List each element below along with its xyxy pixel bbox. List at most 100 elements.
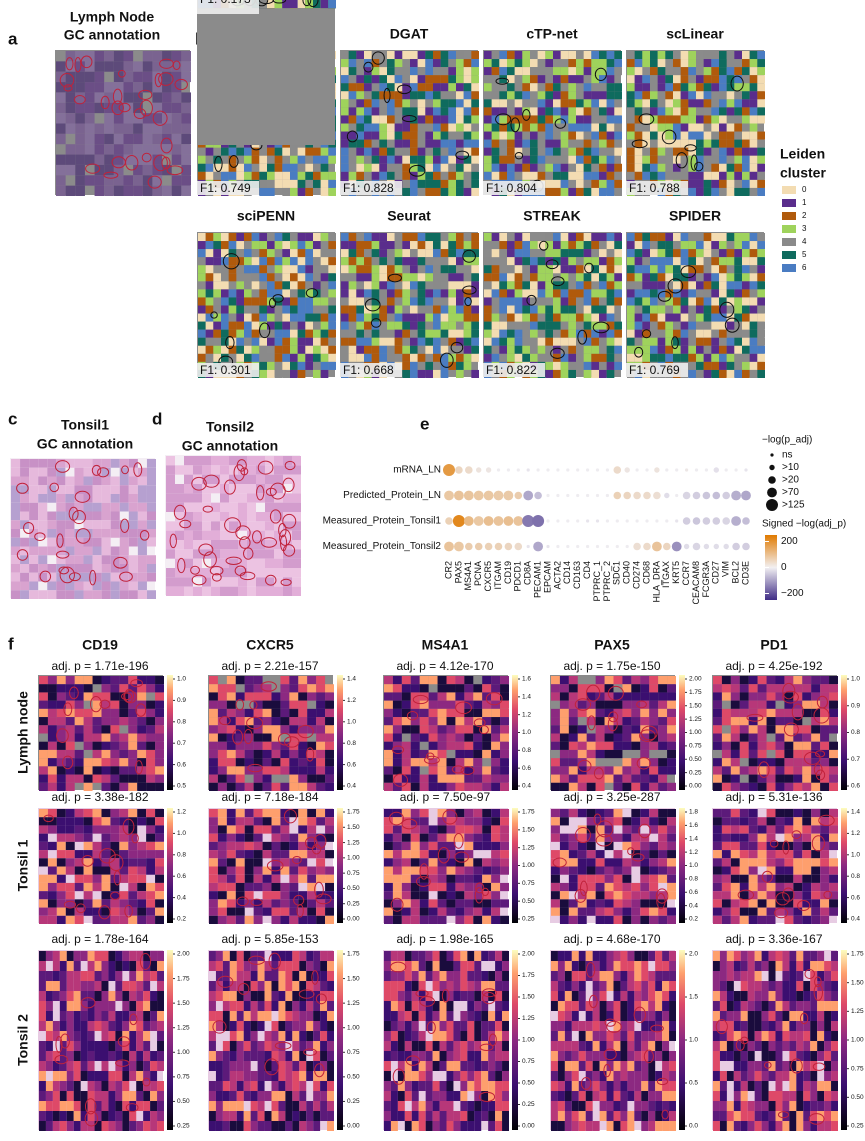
- tissue-spot: [711, 329, 719, 338]
- tissue-spot: [757, 115, 765, 124]
- tissue-spot: [742, 361, 750, 370]
- tissue-spot: [484, 83, 492, 92]
- tissue-spot: [425, 361, 433, 370]
- tissue-spot: [356, 257, 364, 266]
- tissue-spot: [576, 249, 584, 258]
- tissue-spot: [305, 281, 313, 290]
- tissue-spot: [811, 676, 821, 685]
- dot: [463, 516, 474, 526]
- gc-outline: [684, 144, 697, 152]
- tissue-spot: [560, 171, 569, 180]
- tissue-spot: [274, 163, 283, 172]
- tissue-spot: [202, 530, 211, 540]
- tissue-spot: [313, 257, 321, 266]
- tissue-spot: [198, 289, 206, 298]
- tissue-spot: [560, 115, 569, 124]
- tissue-spot: [394, 257, 403, 266]
- tissue-spot: [401, 684, 411, 693]
- tissue-spot: [604, 774, 614, 783]
- tissue-spot: [553, 171, 561, 180]
- tissue-spot: [471, 273, 479, 282]
- tissue-spot: [410, 233, 418, 242]
- tissue-spot: [696, 99, 704, 108]
- tissue-spot: [599, 107, 607, 116]
- tissue-spot: [703, 321, 712, 330]
- tissue-spot: [247, 456, 256, 466]
- tissue-spot: [614, 337, 622, 346]
- tissue-spot: [650, 171, 658, 180]
- dot: [532, 515, 545, 527]
- dot: [731, 516, 741, 526]
- dot: [742, 517, 750, 525]
- f1-label: F1: 0.822: [486, 363, 537, 377]
- tissue-spot: [236, 241, 244, 250]
- dot: [682, 491, 691, 500]
- tissue-spot: [417, 83, 426, 92]
- tissue-spot: [113, 51, 124, 62]
- tissue-spot: [175, 577, 184, 587]
- tissue-spot: [484, 313, 492, 322]
- tissue-spot: [576, 265, 584, 274]
- tissue-spot: [576, 289, 584, 298]
- tissue-spot: [599, 369, 607, 378]
- tissue-spot: [627, 345, 635, 354]
- tissue-spot: [591, 369, 599, 378]
- tissue-spot: [142, 82, 153, 93]
- tissue-spot: [341, 91, 349, 100]
- tissue-spot: [499, 281, 507, 290]
- dot: [536, 468, 540, 472]
- tissue-spot: [757, 353, 765, 362]
- tissue-spot: [38, 511, 48, 521]
- tissue-spot: [499, 51, 507, 60]
- tissue-spot: [402, 107, 410, 116]
- tissue-spot: [545, 353, 553, 362]
- dot: [483, 490, 494, 501]
- tissue-spot: [537, 131, 546, 140]
- tissue-spot: [658, 758, 668, 767]
- tissue-spot: [757, 249, 765, 258]
- tissue-spot: [463, 273, 472, 282]
- tissue-spot: [665, 83, 673, 92]
- dot: [613, 491, 622, 500]
- tissue-spot: [101, 520, 111, 529]
- tissue-spot: [262, 733, 272, 742]
- tissue-spot: [650, 345, 658, 354]
- tissue-spot: [688, 297, 696, 306]
- tissue-spot: [341, 337, 349, 346]
- tissue-spot: [711, 123, 719, 132]
- tissue-spot: [583, 75, 592, 84]
- dot: [685, 468, 689, 472]
- tissue-spot: [634, 313, 643, 322]
- tissue-spot: [622, 708, 632, 718]
- tissue-spot: [614, 139, 622, 148]
- tissue-spot: [364, 313, 372, 322]
- tissue-spot: [742, 265, 750, 274]
- tissue-spot: [551, 725, 560, 734]
- tissue-spot: [128, 564, 138, 573]
- tissue-spot: [463, 107, 472, 116]
- tissue-spot: [92, 717, 102, 726]
- tissue-image: [626, 232, 765, 378]
- tissue-spot: [545, 345, 553, 354]
- gc-outline: [85, 163, 101, 174]
- tissue-spot: [433, 297, 441, 306]
- tissue-spot: [101, 537, 111, 547]
- tissue-spot: [417, 313, 426, 322]
- tissue-spot: [292, 577, 301, 587]
- tissue-spot: [217, 774, 227, 783]
- tissue-spot: [205, 233, 214, 242]
- tissue-spot: [220, 586, 229, 596]
- tissue-spot: [65, 717, 75, 726]
- tissue-spot: [379, 265, 387, 274]
- tissue-spot: [484, 353, 492, 362]
- tissue-spot: [387, 345, 395, 354]
- tissue-spot: [440, 107, 449, 116]
- tissue-spot: [325, 717, 334, 726]
- colorbar-label: 200: [781, 536, 798, 547]
- tissue-spot: [101, 758, 111, 767]
- tissue-spot: [437, 684, 447, 693]
- tissue-image: [38, 675, 164, 791]
- tissue-spot: [734, 51, 742, 60]
- tissue-spot: [456, 345, 464, 354]
- tissue-spot: [599, 233, 607, 242]
